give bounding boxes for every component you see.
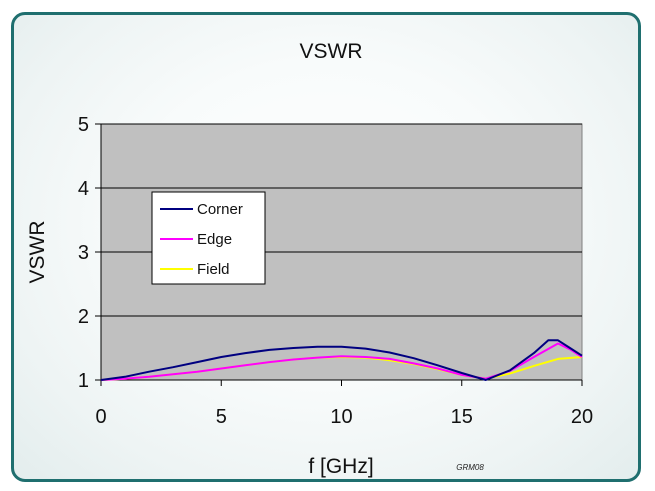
xtick-label-15: 15 — [451, 406, 473, 428]
xtick-label-10: 10 — [330, 406, 352, 428]
legend: Corner Edge Field — [151, 191, 266, 285]
ytick-label-4: 4 — [78, 178, 89, 200]
axes — [95, 123, 583, 386]
series-line-corner — [100, 339, 583, 381]
legend-label-edge: Edge — [197, 231, 232, 248]
x-tick-labels: 0 5 10 15 20 — [95, 406, 593, 428]
xtick-label-5: 5 — [216, 406, 227, 428]
y-tick-labels: 1 2 3 4 5 — [78, 114, 89, 392]
xtick-label-20: 20 — [571, 406, 593, 428]
y-axis-label: VSWR — [26, 221, 49, 284]
legend-label-field: Field — [197, 261, 230, 278]
legend-items: Corner Edge Field — [160, 201, 243, 278]
ytick-label-5: 5 — [78, 114, 89, 136]
ytick-label-3: 3 — [78, 242, 89, 264]
ytick-label-2: 2 — [78, 306, 89, 328]
xtick-label-0: 0 — [95, 406, 106, 428]
series-lines — [100, 339, 583, 381]
chart-title: VSWR — [300, 40, 363, 63]
ytick-label-1: 1 — [78, 370, 89, 392]
legend-label-corner: Corner — [197, 201, 243, 218]
x-axis-label: f [GHz] — [308, 455, 373, 478]
author-signature: GRM08 — [456, 463, 484, 472]
series-line-edge — [100, 342, 583, 381]
